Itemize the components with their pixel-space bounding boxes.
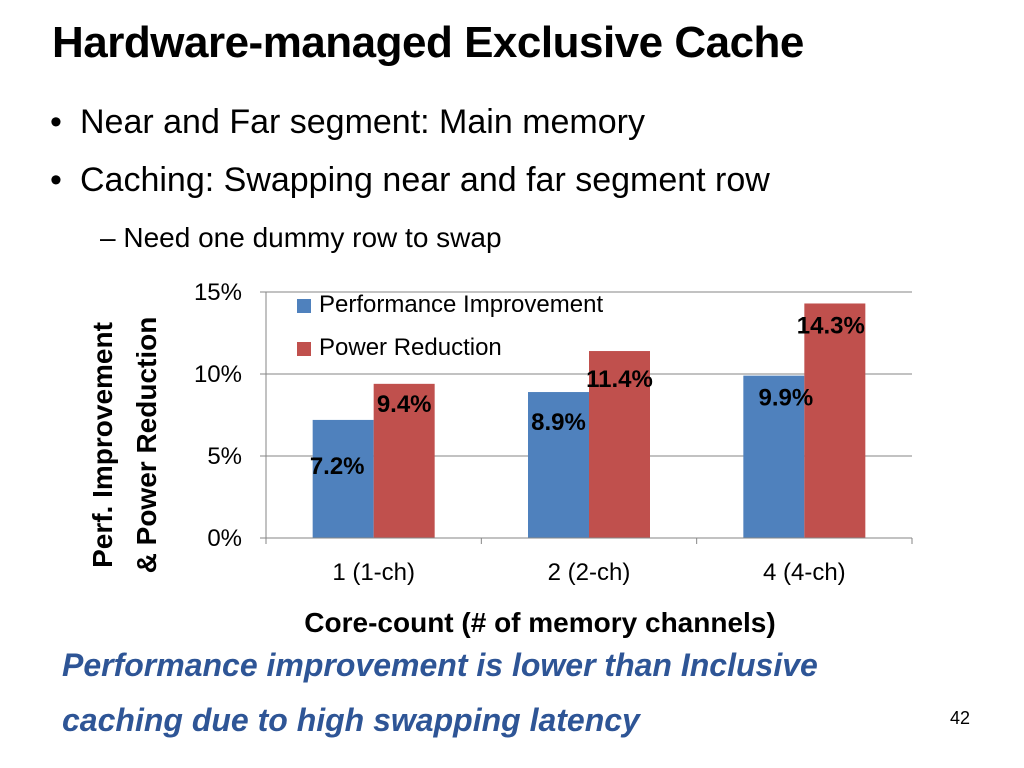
- y-tick-label: 5%: [207, 443, 242, 470]
- data-label: 8.9%: [531, 409, 586, 436]
- bar: [312, 419, 374, 538]
- bullet-icon: •: [50, 161, 62, 199]
- y-tick-label: 10%: [194, 361, 242, 388]
- data-label: 7.2%: [310, 453, 365, 480]
- legend-swatch: [297, 299, 311, 313]
- data-label: 14.3%: [797, 312, 865, 339]
- bullet-item: • Near and Far segment: Main memory: [50, 103, 645, 142]
- y-tick-label: 15%: [194, 279, 242, 306]
- caption-line-2: caching due to high swapping latency: [62, 702, 640, 738]
- legend-label: Performance Improvement: [319, 291, 603, 318]
- data-label: 11.4%: [586, 366, 653, 393]
- data-label: 9.9%: [758, 385, 813, 412]
- legend: Performance Improvement Power Reduction: [297, 291, 603, 361]
- x-tick-label: 1 (1-ch): [332, 559, 415, 586]
- legend-label: Power Reduction: [319, 334, 502, 361]
- y-axis-title-line2: & Power Reduction: [131, 317, 162, 574]
- caption-line-1: Performance improvement is lower than In…: [62, 647, 818, 683]
- page-number: 42: [950, 708, 971, 728]
- bar: [373, 383, 435, 538]
- slide-title: Hardware-managed Exclusive Cache: [52, 18, 804, 67]
- x-tick-label: 4 (4-ch): [763, 559, 846, 586]
- data-labels: 7.2% 9.4% 8.9%11.4% 9.9% 14.3%: [310, 312, 865, 479]
- y-axis-title-line1: Perf. Improvement: [87, 322, 118, 568]
- x-axis-title: Core-count (# of memory channels): [304, 607, 775, 638]
- y-tick-label: 0%: [207, 525, 242, 552]
- x-tick-label: 2 (2-ch): [548, 559, 631, 586]
- bullet-text: Caching: Swapping near and far segment r…: [80, 161, 770, 199]
- bullet-item: • Caching: Swapping near and far segment …: [50, 161, 770, 200]
- bar: [804, 303, 866, 538]
- sub-bullet-text: – Need one dummy row to swap: [100, 222, 502, 253]
- bullet-icon: •: [50, 103, 62, 141]
- bar: [589, 351, 650, 538]
- data-label: 9.4%: [377, 391, 432, 418]
- legend-swatch: [297, 342, 311, 356]
- bars: [312, 303, 866, 538]
- bar: [528, 392, 589, 538]
- bullet-text: Near and Far segment: Main memory: [80, 103, 645, 141]
- bar: [743, 375, 805, 538]
- axes: 0% 5% 10% 15% 1 (1-ch) 2 (2-ch) 4 (4-ch): [194, 279, 913, 586]
